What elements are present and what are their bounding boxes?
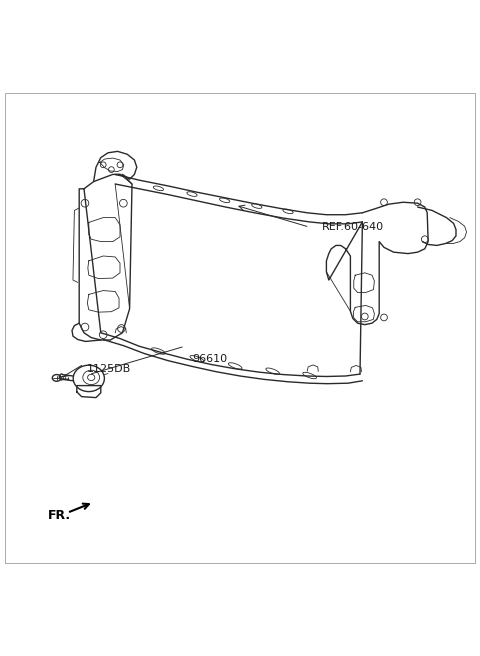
Text: 96610: 96610	[192, 354, 227, 364]
Text: REF.60-640: REF.60-640	[322, 222, 384, 232]
Text: 1125DB: 1125DB	[86, 364, 131, 374]
Text: FR.: FR.	[48, 508, 71, 522]
